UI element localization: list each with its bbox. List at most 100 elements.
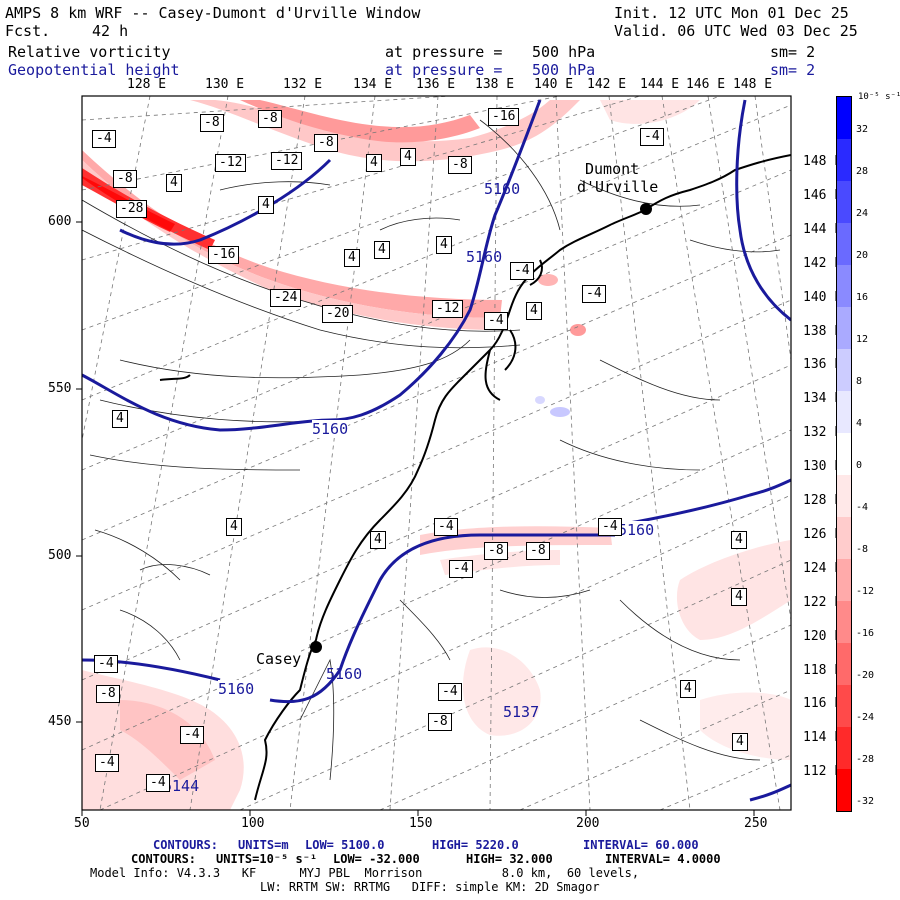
- colorbar-cell: [837, 223, 851, 265]
- latlon-grid: [82, 96, 791, 810]
- footer-low-height: LOW= 5100.0: [305, 838, 385, 852]
- vorticity-value-label: -24: [270, 289, 302, 307]
- vorticity-value-label: -4: [598, 518, 622, 536]
- colorbar-cell: [837, 181, 851, 223]
- colorbar-cell: [837, 727, 851, 769]
- station-dot-dumont-durville: [640, 203, 652, 215]
- vorticity-value-label: -8: [314, 134, 338, 152]
- right-lon-label: 126 E: [803, 526, 843, 542]
- colorbar-label: -20: [856, 670, 875, 681]
- right-lon-label: 118 E: [803, 662, 843, 678]
- height-label: 5160: [218, 680, 255, 698]
- vorticity-value-label: 4: [436, 236, 452, 254]
- vorticity-value-label: -8: [113, 170, 137, 188]
- colorbar-label: 32: [856, 124, 869, 135]
- right-lon-label: 120 E: [803, 628, 843, 644]
- colorbar-label: -24: [856, 712, 875, 723]
- vorticity-value-label: -12: [215, 154, 247, 172]
- vorticity-value-label: -12: [271, 152, 303, 170]
- footer-high-vort: HIGH= 32.000: [466, 852, 553, 866]
- colorbar-label: -8: [856, 544, 869, 555]
- vorticity-value-label: -8: [200, 114, 224, 132]
- colorbar-cell: [837, 769, 851, 811]
- footer-contours-height: CONTOURS:: [153, 838, 219, 852]
- field2-name: Geopotential height: [8, 61, 180, 79]
- vorticity-value-label: 4: [731, 588, 747, 606]
- y-tick: 500: [48, 548, 72, 563]
- top-lon-label: 136 E: [416, 77, 456, 92]
- right-lon-label: 112 E: [803, 764, 843, 780]
- right-lon-label: 128 E: [803, 493, 843, 508]
- colorbar-cell: [837, 391, 851, 433]
- height-label: 5160: [312, 420, 349, 438]
- colorbar: [836, 96, 852, 812]
- colorbar-label: -32: [856, 796, 875, 807]
- colorbar-cell: [837, 601, 851, 643]
- station-label-durville: d'Urville: [577, 178, 659, 196]
- right-lon-label: 130 E: [803, 459, 843, 475]
- colorbar-cell: [837, 97, 851, 139]
- right-lon-label: 122 E: [803, 594, 843, 610]
- colorbar-cell: [837, 643, 851, 685]
- vorticity-value-label: 4: [732, 733, 748, 751]
- colorbar-label: 28: [856, 166, 869, 177]
- field1-name: Relative vorticity: [8, 43, 171, 61]
- vorticity-value-label: 4: [731, 531, 747, 549]
- right-lon-label: 136 E: [803, 357, 843, 373]
- vorticity-value-label: -20: [322, 305, 354, 323]
- vorticity-value-label: 4: [166, 174, 182, 192]
- map-title: AMPS 8 km WRF -- Casey-Dumont d'Urville …: [5, 4, 421, 22]
- vorticity-value-label: 4: [680, 680, 696, 698]
- vorticity-value-label: -8: [448, 156, 472, 174]
- vorticity-value-label: -4: [640, 128, 664, 146]
- footer-physics-info: LW: RRTM SW: RRTMG DIFF: simple KM: 2D S…: [260, 880, 600, 894]
- colorbar-cell: [837, 307, 851, 349]
- height-label: 5144: [163, 777, 200, 795]
- right-lon-label: 144 E: [803, 221, 843, 237]
- right-lon-label: 142 E: [803, 255, 843, 271]
- y-tick: 450: [48, 714, 72, 729]
- top-lon-label: 128 E: [127, 77, 167, 92]
- colorbar-cell: [837, 265, 851, 307]
- vorticity-value-label: -4: [95, 754, 119, 772]
- vorticity-value-label: -28: [116, 200, 148, 218]
- right-lon-label: 148 E: [803, 154, 843, 169]
- vorticity-value-label: 4: [344, 249, 360, 267]
- right-lon-label: 132 E: [803, 425, 843, 441]
- vorticity-value-label: -4: [92, 130, 116, 148]
- height-label: 5137: [503, 703, 540, 721]
- top-lon-label: 146 E: [686, 77, 726, 92]
- forecast-label: Fcst.: [5, 22, 51, 40]
- vorticity-value-label: -8: [428, 713, 452, 731]
- vorticity-value-label: 4: [374, 241, 390, 259]
- vorticity-value-label: 4: [226, 518, 242, 536]
- right-lon-label: 124 E: [803, 560, 843, 576]
- colorbar-cell: [837, 349, 851, 391]
- station-label-dumont: Dumont: [585, 160, 640, 178]
- footer-interval-height: INTERVAL= 60.000: [583, 838, 699, 852]
- right-lon-label: 114 E: [803, 730, 843, 746]
- vorticity-value-label: 4: [400, 148, 416, 166]
- vorticity-value-label: -8: [526, 542, 550, 560]
- forecast-hour: 42 h: [92, 22, 129, 40]
- height-label: 5160: [618, 521, 655, 539]
- footer-contours-vort: CONTOURS:: [131, 852, 197, 866]
- colorbar-cell: [837, 433, 851, 475]
- height-label: 5160: [484, 180, 521, 198]
- top-lon-label: 140 E: [534, 77, 574, 92]
- geopotential-height-contours: [82, 99, 791, 802]
- vorticity-value-label: -8: [484, 542, 508, 560]
- field1-smoothing: sm= 2: [770, 43, 816, 61]
- field2-smoothing: sm= 2: [770, 61, 816, 79]
- station-dot-casey: [310, 641, 322, 653]
- colorbar-label: 12: [856, 334, 869, 345]
- colorbar-label: 0: [856, 460, 863, 471]
- field1-pressure-label: at pressure =: [385, 43, 503, 61]
- height-label: 5160: [326, 665, 363, 683]
- vorticity-value-label: 4: [112, 410, 128, 428]
- right-lon-label: 138 E: [803, 323, 843, 339]
- x-tick: 100: [241, 816, 265, 831]
- vorticity-value-label: -4: [582, 285, 606, 303]
- vorticity-value-label: -4: [94, 655, 118, 673]
- footer-low-vort: LOW= -32.000: [333, 852, 420, 866]
